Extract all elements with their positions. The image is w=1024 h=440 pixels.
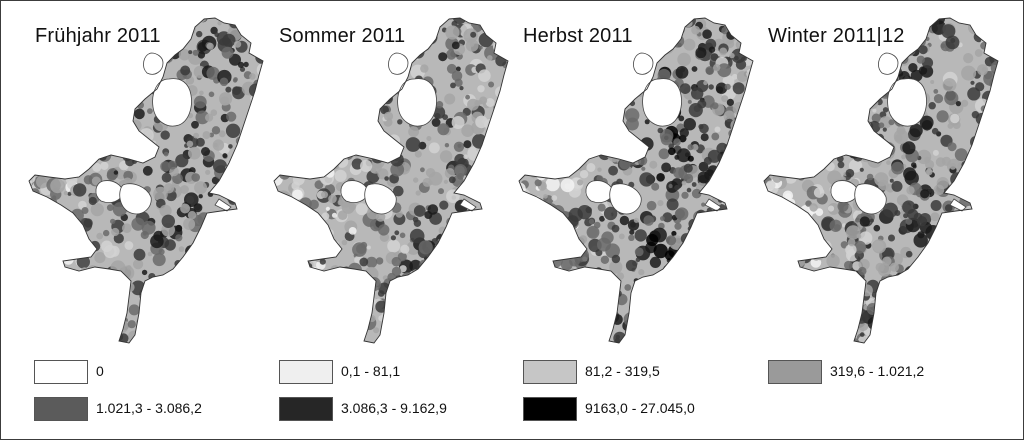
legend-label-2: 81,2 - 319,5 bbox=[585, 363, 660, 379]
legend-swatch-1 bbox=[279, 360, 333, 384]
island-0 bbox=[642, 78, 682, 127]
island-3 bbox=[609, 183, 642, 215]
map-winter bbox=[763, 17, 999, 344]
panel-title-autumn: Herbst 2011 bbox=[523, 25, 633, 47]
island-3 bbox=[119, 183, 152, 215]
island-1 bbox=[143, 52, 164, 75]
island-4 bbox=[949, 198, 967, 212]
legend-swatch-4 bbox=[34, 397, 88, 421]
panel-title-spring: Frühjahr 2011 bbox=[35, 25, 161, 47]
legend-label-5: 3.086,3 - 9.162,9 bbox=[341, 400, 447, 416]
legend-swatch-0 bbox=[34, 360, 88, 384]
map-spring bbox=[28, 17, 264, 344]
island-1 bbox=[388, 52, 409, 75]
island-2 bbox=[340, 180, 369, 203]
panel-title-summer: Sommer 2011 bbox=[279, 25, 406, 47]
island-2 bbox=[830, 180, 859, 203]
legend-label-4: 1.021,3 - 3.086,2 bbox=[96, 400, 202, 416]
island-2 bbox=[585, 180, 614, 203]
legend-label-1: 0,1 - 81,1 bbox=[341, 363, 401, 379]
island-4 bbox=[459, 198, 477, 212]
island-1 bbox=[878, 52, 899, 75]
legend-swatch-2 bbox=[523, 360, 577, 384]
island-4 bbox=[704, 198, 722, 212]
island-3 bbox=[854, 183, 887, 215]
map-summer bbox=[273, 17, 509, 344]
island-0 bbox=[397, 78, 437, 127]
legend-label-3: 319,6 - 1.021,2 bbox=[830, 363, 925, 379]
legend-label-0: 0 bbox=[96, 363, 104, 379]
island-2 bbox=[95, 180, 124, 203]
legend-swatch-5 bbox=[279, 397, 333, 421]
island-1 bbox=[633, 52, 654, 75]
island-3 bbox=[364, 183, 397, 215]
legend-swatch-3 bbox=[768, 360, 822, 384]
panel-title-winter: Winter 2011|12 bbox=[768, 25, 905, 47]
island-4 bbox=[214, 198, 232, 212]
island-0 bbox=[887, 78, 927, 127]
lake-outline bbox=[28, 17, 264, 344]
lake-outline bbox=[763, 17, 999, 344]
lake-outline bbox=[518, 17, 754, 344]
legend-label-6: 9163,0 - 27.045,0 bbox=[585, 400, 695, 416]
island-0 bbox=[152, 78, 192, 127]
lake-outline bbox=[273, 17, 509, 344]
map-autumn bbox=[518, 17, 754, 344]
legend-swatch-6 bbox=[523, 397, 577, 421]
